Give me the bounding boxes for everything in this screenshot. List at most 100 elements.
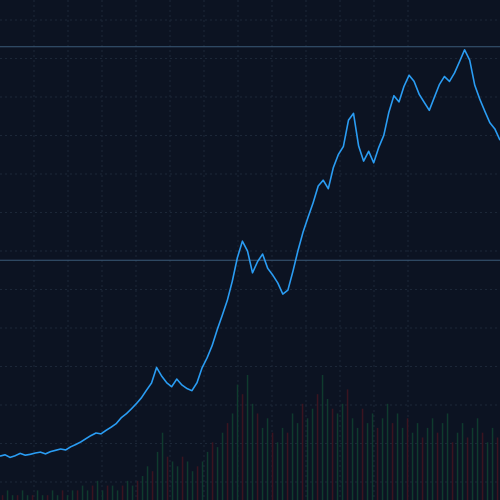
volume-bar — [221, 432, 224, 500]
volume-bar — [151, 471, 154, 500]
volume-bar — [236, 384, 239, 500]
volume-bar — [26, 495, 29, 500]
volume-bar — [186, 461, 189, 500]
volume-bar — [131, 485, 134, 500]
volume-bar — [331, 408, 334, 500]
volume-bar — [51, 490, 54, 500]
volume-bar — [311, 408, 314, 500]
volume-bars — [1, 375, 499, 500]
volume-bar — [386, 403, 389, 500]
volume-bar — [241, 394, 244, 500]
volume-bar — [381, 418, 384, 500]
volume-bar — [476, 418, 479, 500]
volume-bar — [36, 490, 39, 500]
volume-bar — [406, 418, 409, 500]
volume-bar — [231, 413, 234, 500]
volume-bar — [376, 427, 379, 500]
price-series[interactable] — [0, 49, 500, 459]
volume-bar — [76, 490, 79, 500]
volume-bar — [146, 466, 149, 500]
volume-bar — [21, 490, 24, 500]
volume-bar — [456, 432, 459, 500]
volume-bar — [86, 490, 89, 500]
volume-bar — [441, 423, 444, 500]
volume-bar — [466, 437, 469, 500]
volume-bar — [401, 427, 404, 500]
volume-bar — [416, 423, 419, 500]
volume-bar — [166, 456, 169, 500]
volume-bar — [196, 466, 199, 500]
price-line[interactable] — [0, 49, 500, 459]
volume-bar — [276, 442, 279, 500]
volume-bar — [341, 403, 344, 500]
volume-bar — [106, 485, 109, 500]
volume-bar — [461, 423, 464, 500]
volume-bar — [61, 490, 64, 500]
volume-bar — [486, 442, 489, 500]
volume-bar — [161, 432, 164, 500]
volume-bar — [366, 423, 369, 500]
volume-bar — [201, 461, 204, 500]
volume-bar — [271, 432, 274, 500]
volume-bar — [356, 427, 359, 500]
volume-bar — [66, 495, 69, 500]
volume-bar — [171, 461, 174, 500]
volume-bar — [251, 403, 254, 500]
volume-bar — [471, 427, 474, 500]
volume-bar — [191, 471, 194, 500]
volume-bar — [481, 432, 484, 500]
volume-bar — [301, 403, 304, 500]
volume-bar — [321, 375, 324, 500]
volume-bar — [296, 423, 299, 500]
volume-bar — [226, 423, 229, 500]
volume-bar — [121, 485, 124, 500]
volume-bar — [316, 394, 319, 500]
volume-bar — [176, 466, 179, 500]
volume-bar — [436, 432, 439, 500]
volume-bar — [346, 389, 349, 500]
volume-bar — [46, 495, 49, 500]
volume-bar — [71, 490, 74, 500]
volume-bar — [351, 418, 354, 500]
volume-bar — [361, 408, 364, 500]
volume-bar — [1, 495, 4, 500]
volume-bar — [41, 495, 44, 500]
volume-bar — [246, 375, 249, 500]
volume-bar — [391, 423, 394, 500]
volume-bar — [181, 456, 184, 500]
volume-bar — [6, 490, 9, 500]
volume-bar — [141, 476, 144, 500]
volume-bar — [126, 480, 129, 500]
volume-bar — [111, 485, 114, 500]
volume-bar — [396, 413, 399, 500]
volume-bar — [96, 480, 99, 500]
volume-bar — [421, 437, 424, 500]
volume-bar — [306, 418, 309, 500]
volume-bar — [426, 427, 429, 500]
volume-bar — [116, 490, 119, 500]
volume-bar — [211, 442, 214, 500]
volume-bar — [291, 413, 294, 500]
volume-bar — [491, 427, 494, 500]
volume-bar — [31, 495, 34, 500]
volume-bar — [206, 451, 209, 500]
volume-bar — [256, 413, 259, 500]
volume-bar — [16, 495, 19, 500]
volume-bar — [261, 427, 264, 500]
volume-bar — [216, 447, 219, 500]
volume-bar — [411, 432, 414, 500]
volume-bar — [266, 418, 269, 500]
volume-bar — [11, 495, 14, 500]
volume-bar — [156, 451, 159, 500]
volume-bar — [431, 418, 434, 500]
volume-bar — [451, 442, 454, 500]
volume-bar — [326, 399, 329, 500]
volume-bar — [91, 485, 94, 500]
volume-bar — [496, 437, 499, 500]
volume-bar — [286, 432, 289, 500]
volume-bar — [446, 413, 449, 500]
